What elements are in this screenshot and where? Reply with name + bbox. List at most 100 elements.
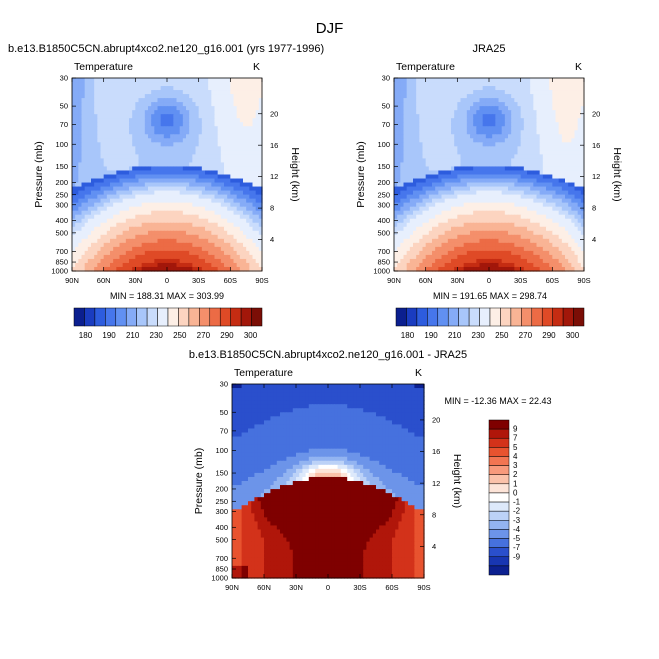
field-cell [574, 182, 579, 188]
field-cell [571, 98, 576, 103]
field-cell [444, 146, 449, 151]
field-cell [561, 206, 566, 212]
field-cell [438, 194, 443, 200]
field-cell [409, 154, 414, 160]
field-cell [138, 214, 143, 220]
field-cell [195, 182, 200, 188]
field-cell [192, 214, 197, 220]
field-cell [508, 90, 512, 95]
field-cell [413, 186, 417, 192]
field-cell [536, 94, 541, 99]
field-cell [113, 266, 117, 272]
field-cell [182, 102, 187, 107]
field-cell [138, 142, 143, 147]
x-tick-label: 60N [97, 276, 111, 285]
field-cell [403, 118, 408, 123]
field-cell [476, 206, 481, 212]
field-cell [246, 138, 250, 143]
field-cell [492, 202, 496, 208]
field-cell [508, 130, 512, 135]
field-cell [97, 222, 102, 228]
field-cell [170, 134, 174, 139]
field-cell [397, 198, 401, 204]
field-cell [504, 86, 509, 91]
field-cell [485, 186, 490, 192]
field-cell [84, 78, 89, 83]
field-cell [243, 130, 247, 135]
field-cell [211, 174, 216, 180]
field-cell [520, 98, 525, 103]
field-cell [239, 150, 244, 155]
field-cell [435, 102, 439, 107]
field-cell [97, 258, 102, 264]
field-cell [72, 142, 76, 147]
field-cell [555, 90, 560, 95]
field-cell [574, 78, 579, 83]
field-cell [419, 178, 424, 184]
field-cell [574, 178, 579, 184]
field-cell [201, 250, 206, 256]
field-cell [227, 150, 231, 155]
field-cell [144, 226, 149, 232]
field-cell [504, 134, 509, 139]
field-cell [466, 122, 471, 127]
field-cell [224, 178, 228, 184]
field-cell [75, 230, 79, 236]
field-cell [173, 182, 178, 188]
field-cell [501, 190, 506, 196]
field-cell [151, 242, 155, 248]
field-cell [217, 194, 222, 200]
field-cell [580, 158, 585, 164]
field-cell [403, 134, 408, 139]
field-cell [523, 90, 528, 95]
field-cell [460, 158, 465, 164]
field-cell [113, 138, 117, 143]
field-cell [542, 166, 547, 172]
field-cell [179, 262, 184, 268]
field-cell [574, 98, 579, 103]
field-cell [110, 258, 114, 264]
field-cell [163, 234, 168, 240]
field-cell [435, 98, 439, 103]
y-tick-label: 400 [55, 216, 68, 225]
field-cell [508, 138, 512, 143]
field-cell [470, 126, 474, 131]
field-cell [157, 210, 162, 216]
field-cell [122, 154, 127, 160]
field-cell [129, 150, 133, 155]
field-cell [432, 202, 436, 208]
field-cell [527, 110, 531, 115]
field-cell [258, 186, 263, 192]
field-cell [400, 142, 405, 147]
field-cell [103, 114, 108, 119]
field-cell [78, 250, 83, 256]
field-cell [495, 174, 500, 180]
field-cell [113, 250, 117, 256]
field-cell [523, 118, 528, 123]
field-cell [419, 122, 424, 127]
field-cell [501, 102, 506, 107]
field-cell [100, 174, 105, 180]
field-cell [539, 78, 544, 83]
field-cell [536, 138, 541, 143]
field-cell [523, 134, 528, 139]
field-cell [201, 106, 206, 111]
field-cell [84, 222, 89, 228]
field-cell [252, 150, 257, 155]
field-cell [192, 86, 197, 91]
field-cell [492, 198, 496, 204]
field-cell [91, 186, 95, 192]
field-cell [110, 194, 114, 200]
field-cell [94, 222, 98, 228]
field-cell [195, 130, 200, 135]
field-cell [160, 230, 165, 236]
field-cell [91, 122, 95, 127]
field-cell [214, 226, 219, 232]
field-cell [211, 126, 216, 131]
field-cell [201, 266, 206, 272]
field-cell [75, 170, 79, 176]
field-cell [571, 182, 576, 188]
field-cell [533, 194, 538, 200]
field-cell [246, 102, 250, 107]
field-cell [236, 186, 241, 192]
